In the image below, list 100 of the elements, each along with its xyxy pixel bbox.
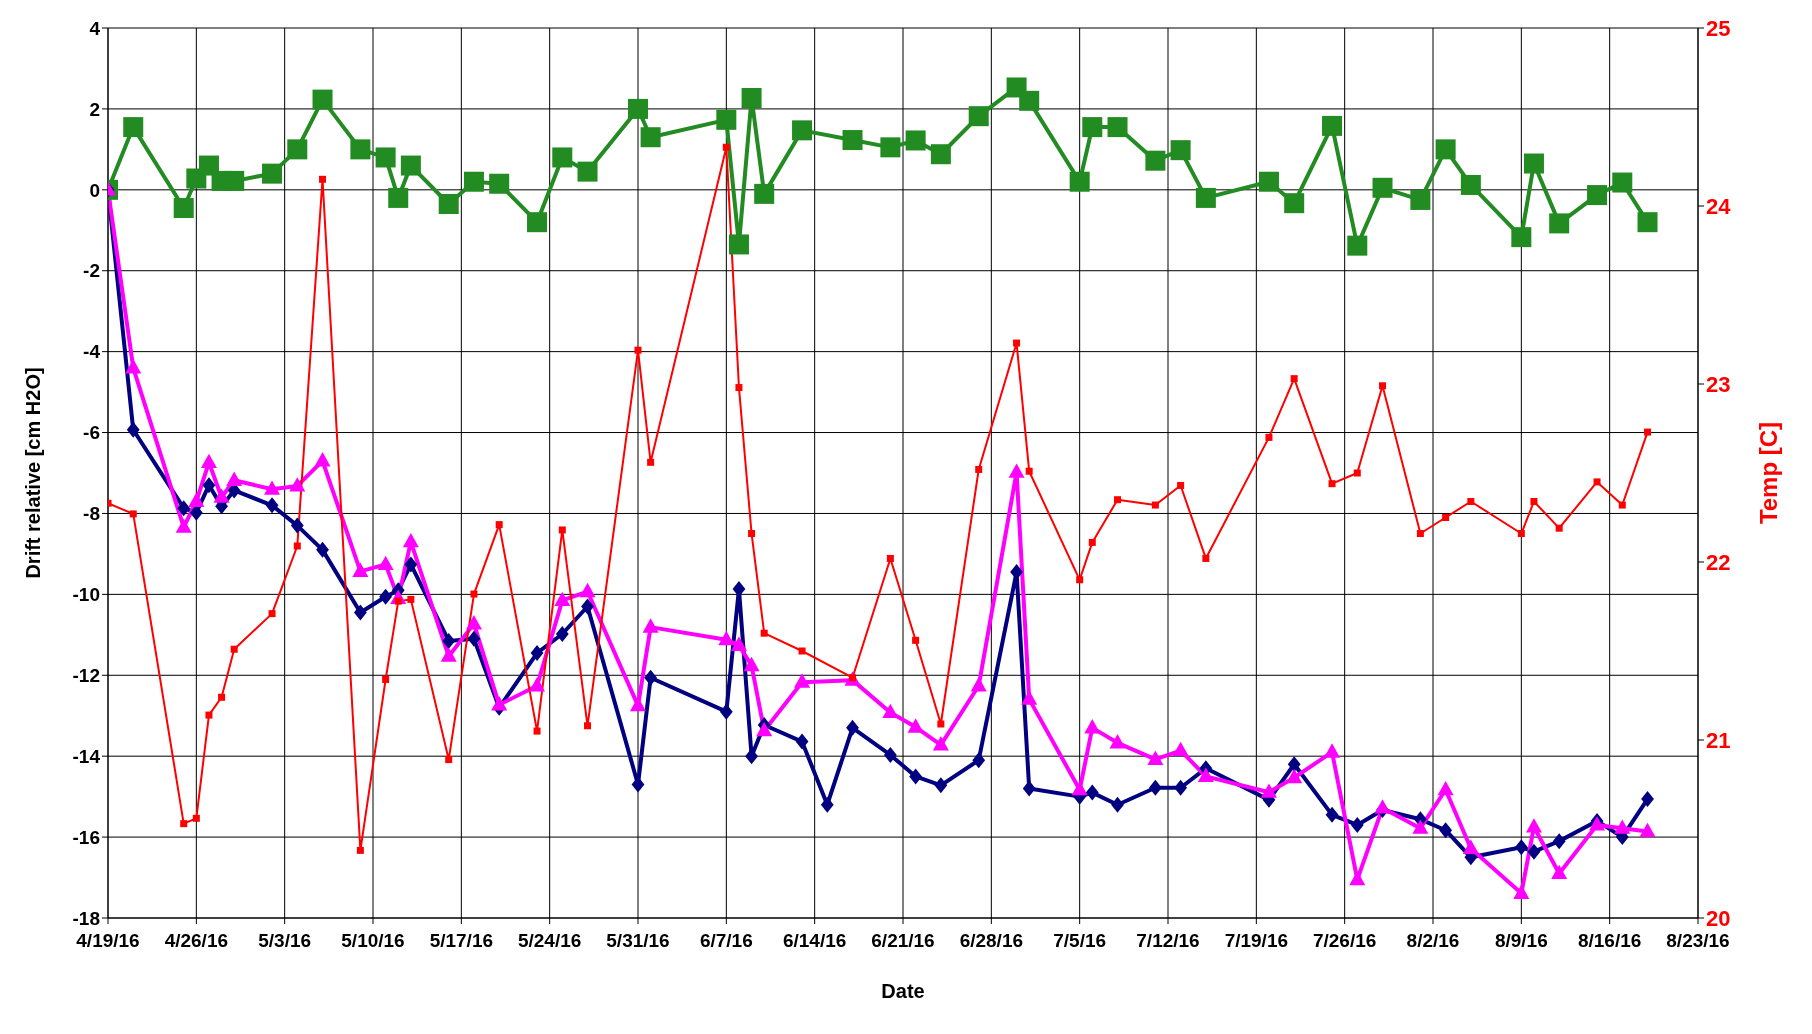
point [495, 521, 503, 529]
point [1416, 530, 1424, 538]
point [1555, 524, 1563, 532]
point [554, 591, 571, 607]
point [975, 465, 983, 473]
y-tick-label: -4 [83, 341, 101, 363]
point [530, 645, 544, 662]
point [198, 155, 219, 176]
point [265, 497, 279, 514]
point [1145, 150, 1166, 171]
point [1008, 463, 1025, 478]
point [644, 669, 658, 686]
point [1076, 576, 1084, 584]
point [129, 510, 137, 518]
point [353, 604, 367, 621]
point [533, 727, 541, 735]
point [628, 98, 648, 119]
y-tick-label: -6 [83, 422, 100, 444]
point [730, 636, 747, 651]
point [934, 777, 948, 794]
point [1088, 538, 1096, 546]
point [1587, 185, 1608, 206]
point [1372, 177, 1393, 198]
point [1174, 779, 1188, 796]
point [287, 139, 308, 160]
point [1435, 139, 1456, 160]
point [175, 518, 192, 533]
point [293, 542, 301, 550]
point [1442, 514, 1450, 521]
point [718, 630, 735, 646]
point [470, 590, 478, 598]
point [1019, 90, 1040, 111]
point [404, 556, 418, 573]
x-tick-label: 7/19/16 [1224, 930, 1289, 952]
point [1614, 819, 1631, 834]
point [647, 458, 655, 466]
point [1612, 172, 1633, 193]
y-tick-label: -14 [72, 745, 101, 767]
point [180, 820, 188, 828]
point [1353, 469, 1361, 477]
point [316, 541, 329, 558]
point [440, 647, 457, 662]
x-axis-title: Date [881, 980, 925, 1002]
point [1641, 791, 1654, 808]
point [1549, 213, 1570, 234]
y-tick-label: -2 [83, 260, 100, 282]
point [382, 675, 390, 683]
point [319, 175, 327, 183]
x-tick-label: 8/23/16 [1666, 930, 1730, 952]
x-tick-label: 5/3/16 [258, 930, 312, 952]
point [1172, 741, 1189, 757]
point [794, 673, 811, 688]
point [1530, 497, 1538, 505]
point [1637, 212, 1658, 233]
point [226, 471, 243, 486]
point [552, 147, 573, 168]
y-tick-label: -18 [72, 907, 100, 929]
point [289, 477, 306, 492]
point [463, 171, 484, 192]
point [760, 629, 768, 637]
point [634, 346, 642, 354]
point [1013, 339, 1021, 347]
point [912, 636, 920, 644]
x-tick-label: 5/24/16 [517, 930, 582, 952]
point [491, 696, 508, 711]
point [745, 748, 758, 765]
y2-tick-label: 22 [1706, 549, 1731, 575]
point [1517, 530, 1525, 538]
point [1071, 780, 1088, 796]
point [1525, 818, 1542, 833]
point [1412, 819, 1429, 834]
point [1328, 480, 1336, 488]
x-tick-label: 5/10/16 [341, 930, 405, 952]
point [970, 676, 987, 692]
point [438, 193, 459, 214]
point [1195, 187, 1216, 208]
point [1639, 822, 1656, 838]
y2-tick-label: 24 [1706, 193, 1732, 219]
point [1514, 839, 1528, 856]
point [1151, 501, 1159, 509]
point [748, 530, 756, 538]
point [722, 143, 730, 151]
point [846, 719, 859, 736]
point [264, 480, 281, 495]
y2-tick-label: 20 [1706, 905, 1731, 931]
point [1511, 227, 1532, 248]
point [798, 647, 806, 655]
point [1084, 719, 1101, 734]
point [640, 127, 661, 148]
point [379, 588, 393, 605]
point [1147, 750, 1164, 766]
point [754, 183, 775, 204]
point [743, 656, 760, 672]
point [1148, 779, 1162, 796]
y2-tick-label: 25 [1706, 15, 1731, 41]
point [200, 453, 217, 469]
point [1025, 467, 1033, 475]
point [465, 615, 482, 630]
point [795, 733, 809, 750]
x-tick-label: 8/9/16 [1494, 930, 1548, 952]
